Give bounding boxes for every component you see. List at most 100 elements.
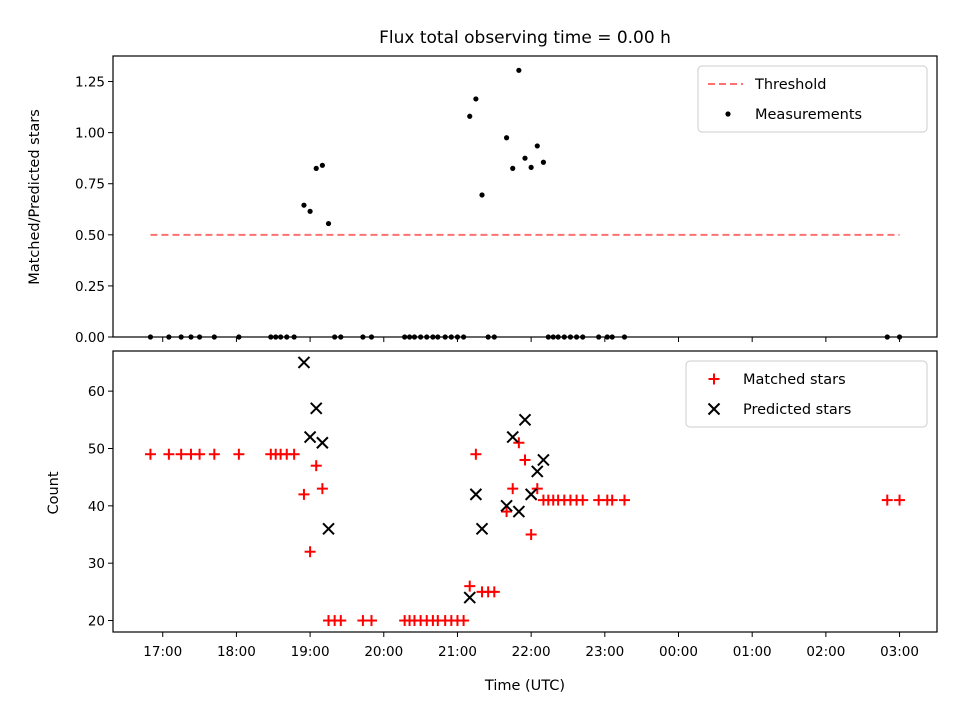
y-tick-label: 0.25 xyxy=(75,279,105,295)
predicted-star-stroke xyxy=(518,413,532,427)
measurement-point xyxy=(528,164,534,170)
matched-star-point xyxy=(531,483,543,495)
y-tick-label: 0.75 xyxy=(75,177,105,193)
y-tick-label: 30 xyxy=(88,556,105,572)
legend-label: Measurements xyxy=(755,107,862,123)
y-tick-label: 0.50 xyxy=(75,228,105,244)
matched-star-point xyxy=(488,586,500,598)
matched-star-point xyxy=(470,448,482,460)
predicted-star-point xyxy=(316,436,329,449)
legend-measurement-swatch xyxy=(725,111,731,117)
top-ylabel: Matched/Predicted stars xyxy=(27,109,43,285)
predicted-star-stroke xyxy=(316,436,329,449)
matched-star-point xyxy=(144,448,156,460)
matched-star-point xyxy=(458,615,470,627)
measurement-point xyxy=(522,155,528,161)
matched-star-point xyxy=(519,454,531,466)
measurement-point xyxy=(503,135,510,141)
predicted-star-stroke xyxy=(297,356,311,369)
matched-star-point xyxy=(288,448,300,460)
axes-frame xyxy=(112,350,938,633)
y-tick-label: 60 xyxy=(88,384,105,400)
predicted-star-point xyxy=(310,402,323,415)
predicted-star-point xyxy=(297,356,311,369)
y-tick-label: 0.00 xyxy=(75,330,105,346)
predicted-star-point xyxy=(518,413,532,427)
x-tick-label: 19:00 xyxy=(291,644,330,660)
matched-star-point xyxy=(525,529,537,541)
predicted-star-point xyxy=(531,465,544,478)
x-tick-label: 18:00 xyxy=(217,644,256,660)
matched-star-point xyxy=(233,448,245,460)
ratio-panel: 0.00 0.25 0.50 0.75 1.00 1.25 Threshold Measure… xyxy=(75,55,938,346)
legend-box xyxy=(697,65,928,133)
matched-star-point xyxy=(501,506,513,518)
measurement-point xyxy=(479,192,485,198)
legend-label: Threshold xyxy=(754,77,826,93)
x-tick-label: 20:00 xyxy=(364,644,403,660)
predicted-star-point xyxy=(500,499,513,513)
predicted-star-stroke xyxy=(322,522,335,535)
bottom-xlabel: Time (UTC) xyxy=(484,678,565,694)
predicted-star-point xyxy=(537,453,550,467)
matched-star-point xyxy=(513,437,525,449)
matched-star-point xyxy=(335,615,347,627)
predicted-star-point xyxy=(469,488,483,501)
measurement-point xyxy=(307,208,313,214)
axes-frame xyxy=(112,55,938,338)
measurement-point xyxy=(516,67,522,73)
x-tick-label: 22:00 xyxy=(512,644,551,660)
predicted-star-stroke xyxy=(310,402,323,415)
chart-title: Flux total observing time = 0.00 h xyxy=(379,28,671,48)
matched-star-point xyxy=(316,483,328,495)
measurement-point xyxy=(301,202,307,208)
x-tick-label: 02:00 xyxy=(806,644,845,660)
measurement-point xyxy=(313,165,319,171)
y-tick-label: 20 xyxy=(88,614,105,630)
measurement-point xyxy=(510,165,516,171)
y-tick-label: 1.00 xyxy=(75,126,105,142)
predicted-star-point xyxy=(506,430,519,444)
measurement-point xyxy=(319,162,325,168)
predicted-star-stroke xyxy=(506,430,519,444)
legend-label: Matched stars xyxy=(743,372,846,388)
x-tick-label: 23:00 xyxy=(585,644,624,660)
predicted-star-stroke xyxy=(512,505,526,518)
measurement-point xyxy=(467,113,473,119)
predicted-star-stroke xyxy=(524,488,538,501)
predicted-star-stroke xyxy=(537,453,550,467)
predicted-star-point xyxy=(475,522,489,535)
predicted-star-stroke xyxy=(303,430,317,444)
measurement-point xyxy=(540,159,547,165)
matched-star-point xyxy=(310,460,322,472)
measurement-point xyxy=(534,143,540,149)
matched-star-point xyxy=(194,448,206,460)
x-tick-label: 01:00 xyxy=(733,644,772,660)
predicted-star-point xyxy=(512,505,526,518)
predicted-star-point xyxy=(463,591,476,604)
y-tick-label: 40 xyxy=(88,499,105,515)
x-tick-label: 03:00 xyxy=(880,644,919,660)
matched-star-point xyxy=(298,488,310,500)
y-tick-label: 50 xyxy=(88,441,105,457)
x-tick-label: 17:00 xyxy=(143,644,182,660)
matched-star-point xyxy=(304,546,316,558)
matched-star-point xyxy=(163,448,175,460)
matched-star-point xyxy=(175,448,187,460)
measurement-point xyxy=(473,96,479,102)
matched-star-point xyxy=(606,494,618,506)
predicted-star-stroke xyxy=(463,591,476,604)
matched-star-point xyxy=(208,448,220,460)
y-tick-label: 1.25 xyxy=(75,75,105,91)
predicted-star-stroke xyxy=(531,465,544,478)
predicted-star-stroke xyxy=(500,499,513,513)
measurement-point xyxy=(325,220,332,227)
predicted-star-stroke xyxy=(469,488,483,501)
predicted-star-point xyxy=(322,522,335,535)
predicted-star-point xyxy=(303,430,317,444)
matched-star-point xyxy=(618,494,630,506)
matched-star-point xyxy=(507,483,519,495)
legend-label: Predicted stars xyxy=(743,402,851,418)
count-panel: 20 30 40 50 60 17:00 18:00 19:00 20:00 21:00 22:00… xyxy=(88,350,938,660)
